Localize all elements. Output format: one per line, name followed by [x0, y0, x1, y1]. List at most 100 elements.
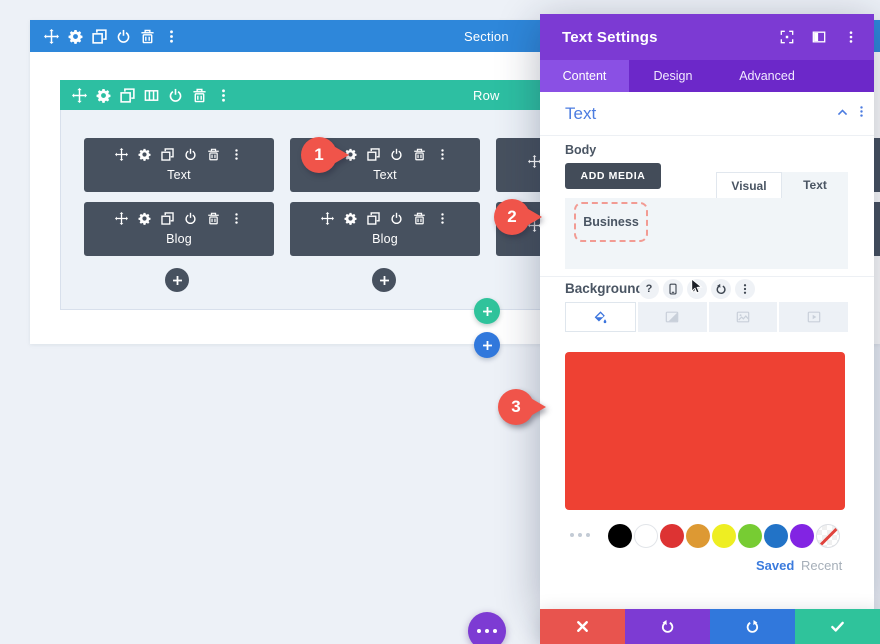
settings-gear-icon[interactable]	[96, 88, 111, 103]
mouse-cursor	[689, 278, 706, 295]
divider	[540, 276, 874, 277]
duplicate-icon[interactable]	[92, 29, 107, 44]
bg-video-tab[interactable]	[779, 302, 848, 332]
module-label: Text	[373, 168, 397, 182]
dot	[477, 629, 481, 633]
disable-power-icon[interactable]	[168, 88, 183, 103]
trash-icon[interactable]	[140, 29, 155, 44]
swatch-none[interactable]	[816, 524, 840, 548]
editor-tab-text[interactable]: Text	[782, 172, 848, 198]
disable-power-icon[interactable]	[184, 148, 197, 161]
move-icon[interactable]	[115, 212, 128, 225]
trash-icon[interactable]	[413, 212, 426, 225]
responsive-phone-icon[interactable]	[663, 279, 683, 299]
more-options-icon[interactable]	[164, 29, 179, 44]
disable-power-icon[interactable]	[116, 29, 131, 44]
more-options-icon[interactable]	[230, 148, 243, 161]
dock-sidebar-icon[interactable]	[812, 30, 826, 44]
swatch-yellow[interactable]	[712, 524, 736, 548]
field-options-icon[interactable]	[735, 279, 755, 299]
discard-button[interactable]	[540, 609, 625, 644]
undo-icon	[660, 619, 675, 634]
editor-tab-visual[interactable]: Visual	[716, 172, 782, 198]
settings-gear-icon[interactable]	[68, 29, 83, 44]
callout-badge-1: 1	[301, 137, 337, 173]
swatch-purple[interactable]	[790, 524, 814, 548]
collapse-chevron-icon[interactable]	[836, 106, 849, 119]
settings-gear-icon[interactable]	[138, 148, 151, 161]
undo-button[interactable]	[625, 609, 710, 644]
add-media-button[interactable]: ADD MEDIA	[565, 163, 661, 189]
disable-power-icon[interactable]	[390, 212, 403, 225]
blog-module[interactable]: Blog	[84, 202, 274, 256]
row-label: Row	[473, 87, 500, 103]
plus-icon	[378, 274, 391, 287]
duplicate-icon[interactable]	[367, 148, 380, 161]
blog-module[interactable]: Blog	[290, 202, 480, 256]
trash-icon[interactable]	[207, 148, 220, 161]
tab-design[interactable]: Design	[653, 69, 693, 83]
swatch-green[interactable]	[738, 524, 762, 548]
duplicate-icon[interactable]	[367, 212, 380, 225]
move-icon[interactable]	[321, 212, 334, 225]
modal-body: Text Body ADD MEDIA Visual Text Business…	[540, 92, 874, 609]
recent-colors-link[interactable]: Recent	[801, 558, 843, 573]
move-icon[interactable]	[44, 29, 59, 44]
plus-icon	[481, 339, 494, 352]
swatch-black[interactable]	[608, 524, 632, 548]
more-options-icon[interactable]	[844, 30, 858, 44]
toggle-options-icon[interactable]	[855, 105, 868, 118]
page-settings-button[interactable]	[468, 612, 506, 644]
bg-image-tab[interactable]	[708, 302, 778, 332]
current-background-color-swatch[interactable]	[565, 352, 845, 510]
more-options-icon[interactable]	[436, 148, 449, 161]
columns-icon[interactable]	[144, 88, 159, 103]
help-button[interactable]: ?	[639, 279, 659, 299]
text-toggle-heading[interactable]: Text	[565, 104, 597, 123]
bg-color-tab[interactable]	[565, 302, 636, 332]
duplicate-icon[interactable]	[120, 88, 135, 103]
add-module-button[interactable]	[165, 268, 189, 292]
duplicate-icon[interactable]	[161, 148, 174, 161]
tab-content[interactable]: Content	[540, 60, 629, 92]
add-module-button[interactable]	[372, 268, 396, 292]
save-button[interactable]	[795, 609, 880, 644]
disable-power-icon[interactable]	[390, 148, 403, 161]
trash-icon[interactable]	[192, 88, 207, 103]
swatch-red[interactable]	[660, 524, 684, 548]
gradient-icon	[665, 310, 679, 324]
settings-gear-icon[interactable]	[138, 212, 151, 225]
move-icon[interactable]	[115, 148, 128, 161]
disable-power-icon[interactable]	[184, 212, 197, 225]
more-options-icon[interactable]	[216, 88, 231, 103]
modal-footer	[540, 609, 880, 644]
dot	[485, 629, 489, 633]
image-icon	[736, 310, 750, 324]
background-label: Background	[565, 281, 644, 296]
add-row-button[interactable]	[474, 298, 500, 324]
text-module[interactable]: Text	[84, 138, 274, 192]
saved-colors-link[interactable]: Saved	[756, 558, 795, 573]
bg-gradient-tab[interactable]	[637, 302, 707, 332]
redo-button[interactable]	[710, 609, 795, 644]
add-section-button[interactable]	[474, 332, 500, 358]
trash-icon[interactable]	[413, 148, 426, 161]
more-options-icon[interactable]	[230, 212, 243, 225]
expand-modal-icon[interactable]	[780, 30, 794, 44]
more-options-icon[interactable]	[436, 212, 449, 225]
trash-icon[interactable]	[207, 212, 220, 225]
callout-badge-2: 2	[494, 199, 530, 235]
tab-advanced[interactable]: Advanced	[739, 69, 795, 83]
editor-content: Business	[583, 215, 639, 229]
swatch-white[interactable]	[634, 524, 658, 548]
swatch-orange[interactable]	[686, 524, 710, 548]
settings-gear-icon[interactable]	[344, 212, 357, 225]
duplicate-icon[interactable]	[161, 212, 174, 225]
reset-undo-icon[interactable]	[711, 279, 731, 299]
swatch-blue[interactable]	[764, 524, 788, 548]
more-swatches-button[interactable]	[570, 533, 590, 537]
move-icon[interactable]	[72, 88, 87, 103]
body-text-editor[interactable]: Business	[565, 198, 848, 269]
module-label: Blog	[372, 232, 398, 246]
